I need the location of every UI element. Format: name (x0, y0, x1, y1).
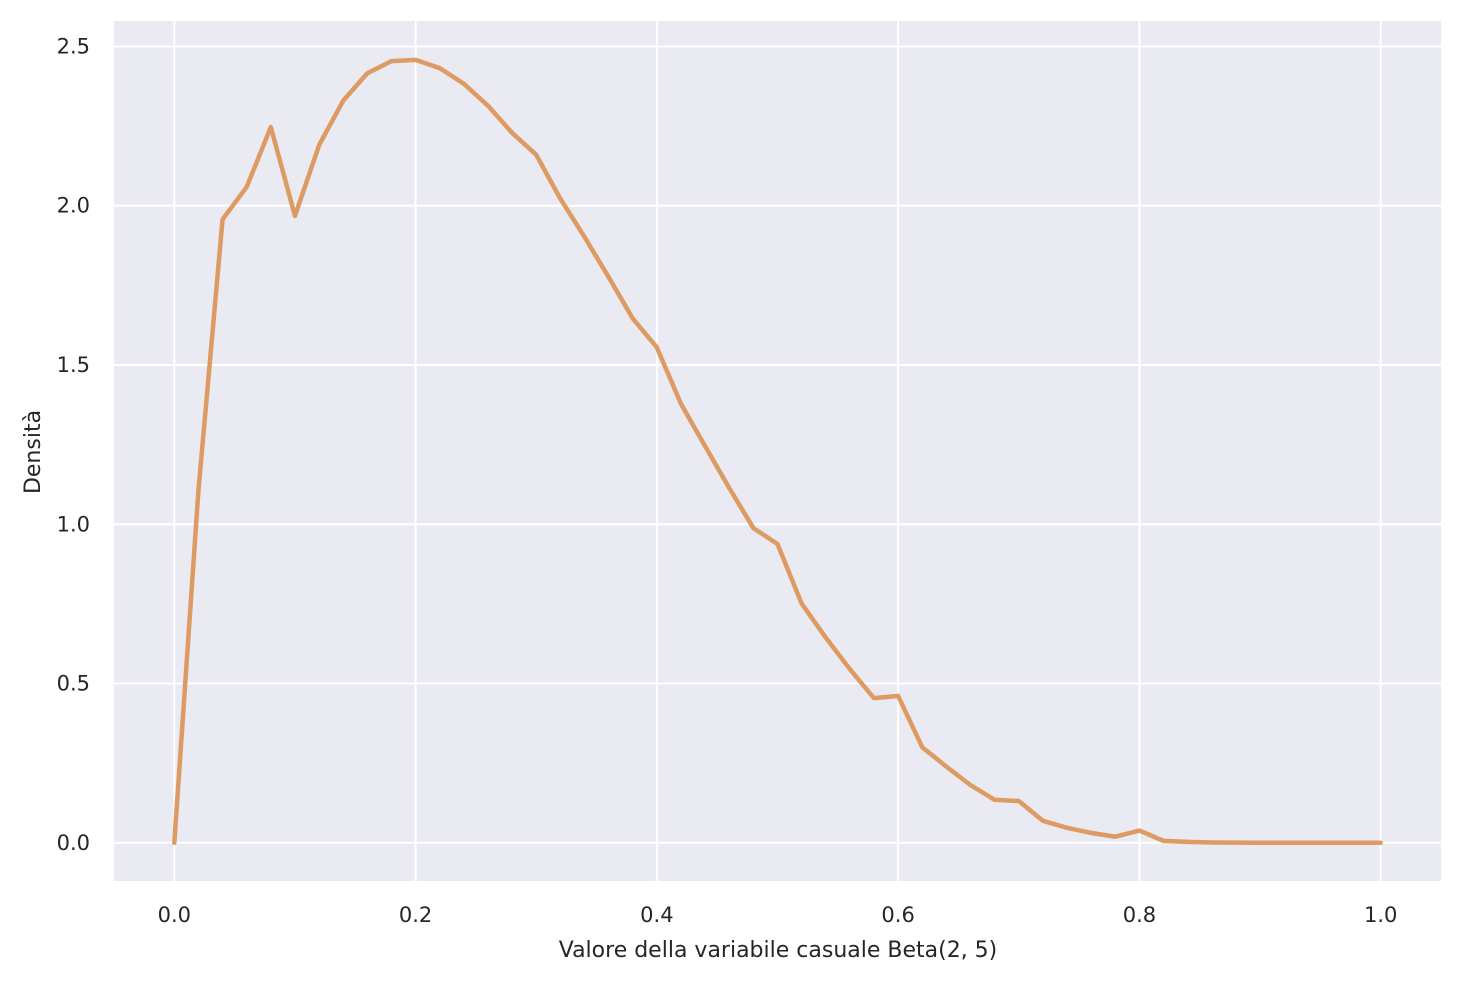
plot-background (114, 21, 1441, 881)
y-tick-label: 0.0 (57, 831, 90, 855)
y-tick-labels: 0.0 0.5 1.0 1.5 2.0 2.5 (57, 34, 90, 854)
x-tick-label: 0.0 (158, 903, 191, 927)
y-axis-label: Densità (21, 410, 46, 494)
density-line (172, 57, 1383, 846)
y-tick-label: 1.5 (57, 353, 90, 377)
x-axis-label: Valore della variabile casuale Beta(2, 5… (559, 938, 998, 963)
x-tick-labels: 0.0 0.2 0.4 0.6 0.8 1.0 (158, 903, 1398, 927)
y-tick-label: 0.5 (57, 672, 90, 696)
y-tick-label: 2.5 (57, 34, 90, 58)
y-tick-label: 2.0 (57, 194, 90, 218)
x-tick-label: 0.8 (1123, 903, 1156, 927)
x-tick-label: 1.0 (1364, 903, 1397, 927)
grid-lines (114, 21, 1441, 881)
x-tick-label: 0.4 (640, 903, 673, 927)
y-tick-label: 1.0 (57, 512, 90, 536)
x-tick-label: 0.6 (881, 903, 914, 927)
series-group (172, 57, 1383, 846)
x-tick-label: 0.2 (399, 903, 432, 927)
